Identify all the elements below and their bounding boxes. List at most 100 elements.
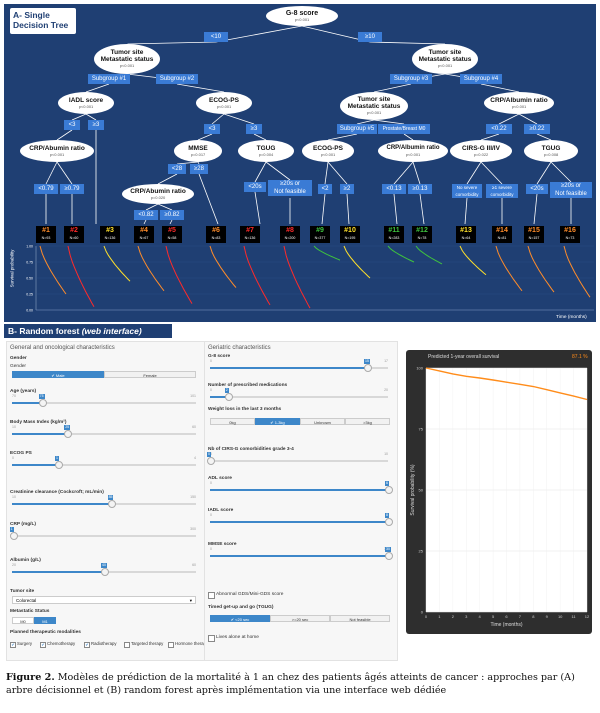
- iadl-value: 8: [385, 513, 389, 518]
- node-pvalue: p=0.008: [543, 152, 559, 157]
- gender-male-toggle[interactable]: ✔ Male: [12, 371, 104, 378]
- edge-label-ge3-ecog: ≥3: [246, 124, 262, 134]
- ecog-slider-thumb[interactable]: [55, 461, 63, 469]
- lives-alone-label: Lives alone at home: [216, 635, 259, 640]
- adl-slider[interactable]: 066: [210, 481, 393, 494]
- tree-node-tgug-right: TGUG p=0.008: [524, 140, 578, 162]
- edge-label-ge20s-left: ≥20s or Not feasible: [268, 180, 312, 196]
- creatinine-slider-thumb[interactable]: [107, 500, 116, 508]
- mmse-slider-thumb[interactable]: [385, 552, 393, 560]
- age-slider[interactable]: 70 101 75: [12, 394, 196, 407]
- km-y-tick: 0.75: [26, 261, 33, 265]
- modality-checkbox-3[interactable]: ✔: [84, 642, 90, 648]
- tree-connector: [412, 161, 421, 185]
- tumor-site-select[interactable]: Colorectal ▾: [12, 596, 196, 604]
- tgug-option-3[interactable]: Not feasible: [330, 615, 390, 622]
- g8-label: G-8 score: [208, 354, 231, 359]
- leaf-count: N=67: [139, 236, 149, 240]
- lives-alone-checkbox[interactable]: [208, 635, 215, 642]
- leaf-count: N=377: [314, 236, 326, 240]
- cirsg-slider-thumb[interactable]: [207, 457, 215, 465]
- weight-loss-option-1[interactable]: 0kg: [210, 418, 255, 425]
- figure-caption-text: Modèles de prédiction de la mortalité à …: [6, 672, 575, 696]
- km-y-tick: 0.50: [26, 277, 33, 281]
- gender-female-toggle[interactable]: Female: [104, 371, 196, 378]
- tree-node-crp-albumin-2: CRP/Abumin ratio p=0.020: [122, 184, 194, 204]
- tree-connector: [265, 161, 291, 181]
- chart-series-line: [425, 367, 588, 401]
- weight-loss-option-3[interactable]: Unknown: [300, 418, 345, 425]
- tree-node-mmse: MMSE p=0.017: [174, 140, 222, 162]
- age-slider-thumb[interactable]: [38, 399, 47, 407]
- km-curve-6: [209, 245, 237, 288]
- ecog-slider[interactable]: 0 4 1: [12, 456, 196, 469]
- modality-checkbox-5[interactable]: [168, 642, 174, 648]
- modality-checkbox-2[interactable]: ✔: [40, 642, 46, 648]
- tgug-option-2[interactable]: >=20 sec: [270, 615, 330, 622]
- leaf-node-1: #1 N=93: [36, 226, 56, 243]
- edge-label-ge082: ≥0.82: [160, 210, 184, 220]
- km-curve-15: [527, 245, 555, 293]
- cirsg-min: 0: [210, 452, 212, 456]
- tgug-option-1[interactable]: ✔ <20 sec: [210, 615, 270, 622]
- node-label: MMSE: [188, 145, 208, 152]
- km-curve-8: [283, 245, 311, 309]
- chart-x-tick: 8: [532, 614, 535, 619]
- chart-x-tick: 7: [519, 614, 522, 619]
- tree-connector: [327, 133, 358, 141]
- modality-checkbox-1[interactable]: ✔: [10, 642, 16, 648]
- bmi-slider-thumb[interactable]: [64, 430, 73, 438]
- panel-b-title-box: B- Random forest (web interface): [4, 324, 172, 338]
- leaf-id: #12: [416, 227, 428, 234]
- km-x-axis-label: Time (months): [556, 315, 587, 320]
- mmse-slider[interactable]: 03030: [210, 547, 393, 560]
- iadl-min: 0: [210, 513, 212, 517]
- gds-checkbox[interactable]: [208, 592, 215, 599]
- metastatic-m1-toggle[interactable]: M1: [34, 617, 56, 624]
- medications-slider-thumb[interactable]: [224, 393, 233, 401]
- panel-a-title-line2: Decision Tree: [13, 20, 69, 30]
- iadl-slider[interactable]: 088: [210, 513, 393, 526]
- km-curve-1: [39, 245, 67, 295]
- weight-loss-option-4[interactable]: >3kg: [345, 418, 390, 425]
- adl-slider-thumb[interactable]: [385, 486, 393, 494]
- tree-connector: [536, 161, 552, 185]
- chart-y-tick: 0: [421, 610, 424, 615]
- metastatic-m0-toggle[interactable]: M0: [12, 617, 34, 624]
- weight-loss-option-2[interactable]: ✔ 1-3kg: [255, 418, 300, 425]
- g8-slider[interactable]: 0 17 15: [210, 359, 388, 372]
- tree-connector: [419, 193, 425, 225]
- bmi-slider[interactable]: 10 60 25: [12, 425, 196, 438]
- cirsg-slider[interactable]: 0 10 0: [207, 452, 388, 465]
- creatinine-slider[interactable]: 10 150 85: [12, 495, 196, 508]
- bmi-value: 25: [64, 425, 71, 430]
- bmi-label: Body Mass Index (kg/m²): [10, 420, 67, 425]
- tree-connector: [369, 41, 446, 45]
- tree-connector: [533, 193, 538, 225]
- leaf-node-11: #11 N=283: [384, 226, 404, 243]
- edge-label-ge2: ≥2: [340, 184, 354, 194]
- tree-connector: [373, 119, 405, 125]
- albumin-min: 20: [12, 563, 16, 567]
- crp-slider-thumb[interactable]: [9, 532, 18, 540]
- leaf-node-7: #7 N=136: [240, 226, 260, 243]
- iadl-slider-thumb[interactable]: [385, 518, 393, 526]
- leaf-count: N=283: [388, 236, 400, 240]
- mmse-slider-fill: [210, 555, 388, 557]
- albumin-slider-thumb[interactable]: [101, 568, 109, 576]
- km-curve-16: [563, 245, 591, 298]
- tree-connector: [85, 113, 97, 121]
- crp-slider[interactable]: 03001: [9, 527, 196, 540]
- albumin-slider[interactable]: 20 60 40: [12, 563, 196, 576]
- km-curve-11: [387, 245, 415, 263]
- node-pvalue: p<0.001: [78, 104, 94, 109]
- node-label: IADL score: [68, 97, 104, 104]
- medications-slider[interactable]: 0 20 2: [210, 388, 388, 401]
- chart-x-tick: 0: [425, 614, 428, 619]
- g8-slider-thumb[interactable]: [364, 364, 373, 372]
- leaf-id: #9: [316, 227, 324, 234]
- leaf-id: #6: [212, 227, 220, 234]
- albumin-value: 40: [101, 563, 107, 568]
- modality-checkbox-4[interactable]: [124, 642, 130, 648]
- edge-label-lt20s-right: <20s: [526, 184, 548, 194]
